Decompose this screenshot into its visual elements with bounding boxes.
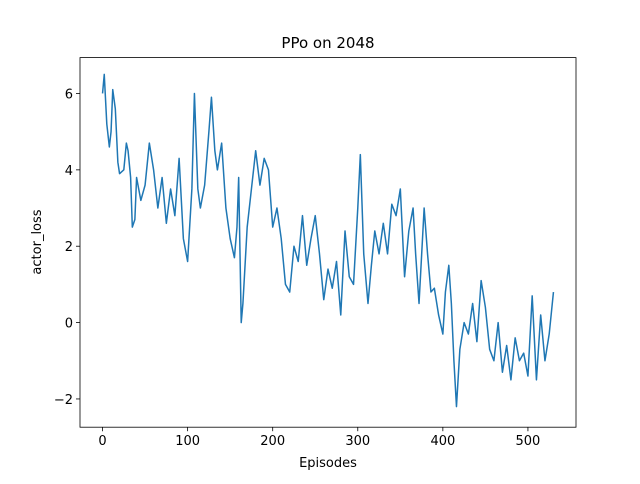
plot-frame [79,57,577,428]
y-tick-label: −2 [54,393,73,408]
x-tick-label: 500 [516,434,541,449]
x-tick-label: 0 [98,434,106,449]
y-tick-label: 0 [65,317,73,332]
x-axis-label: Episodes [299,456,357,471]
x-tick-label: 100 [175,434,200,449]
x-tick-label: 400 [430,434,455,449]
x-tick-label: 300 [345,434,370,449]
data-line [101,73,555,408]
y-tick-label: 2 [65,240,73,255]
chart-title: PPo on 2048 [281,34,374,52]
x-tick-label: 200 [260,434,285,449]
y-tick-label: 4 [65,164,73,179]
y-axis-label: actor_loss [30,209,45,274]
y-tick-label: 6 [65,87,73,102]
